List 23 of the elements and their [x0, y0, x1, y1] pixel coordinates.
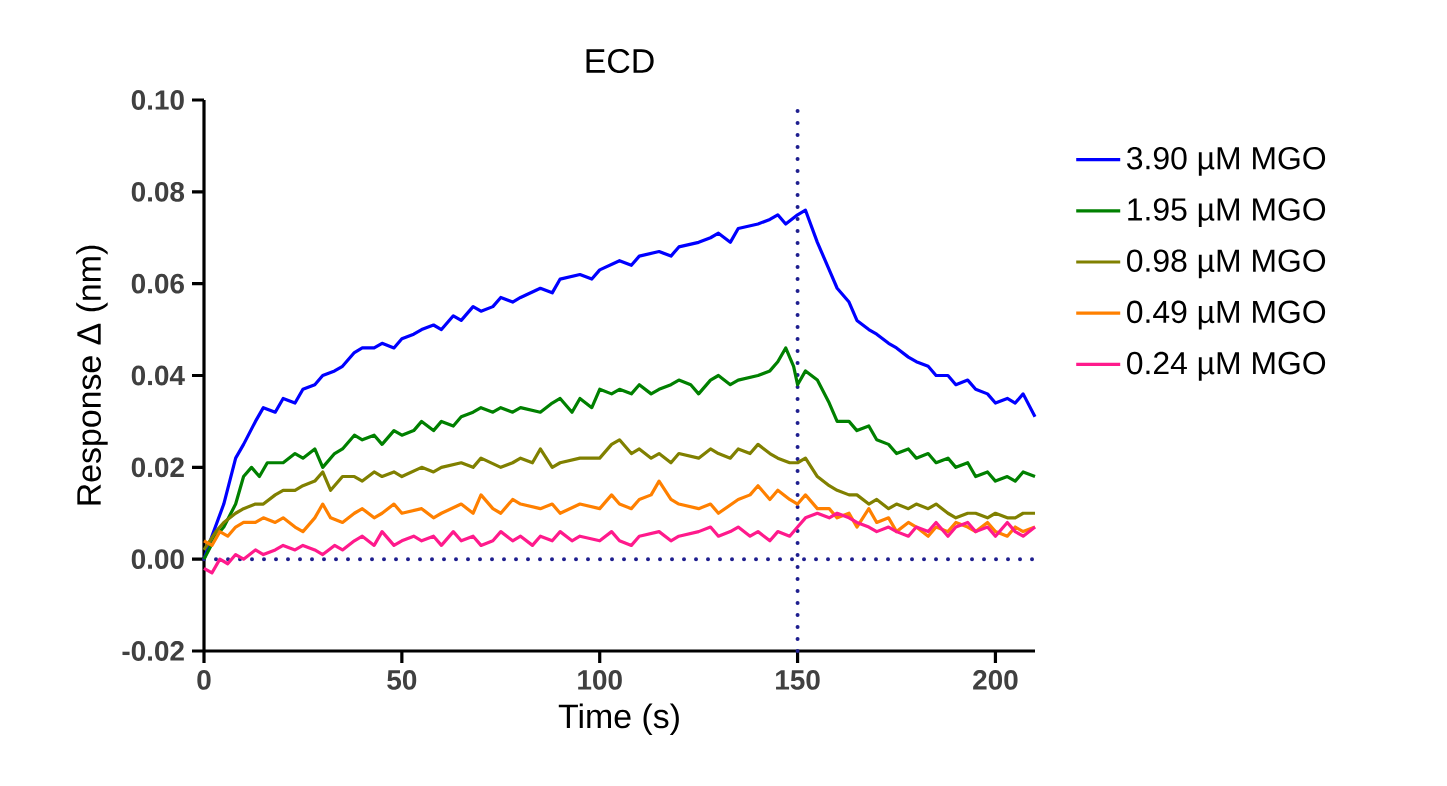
y-tick-label: 0.04	[131, 365, 185, 386]
legend-label: 0.49 µM MGO	[1127, 300, 1326, 330]
legend-label: 0.24 µM MGO	[1127, 351, 1326, 381]
x-tick-label: 150	[776, 670, 820, 690]
line-series	[202, 346, 1037, 561]
legend-label: 3.90 µM MGO	[1127, 146, 1326, 176]
x-tick-label: 50	[387, 670, 417, 690]
chart-title: ECD	[586, 49, 654, 74]
line-series	[202, 511, 1037, 575]
y-tick-label: 0.08	[131, 181, 185, 202]
y-tick-label: 0.10	[131, 90, 184, 110]
x-tick-label: 0	[197, 670, 211, 690]
y-tick-label: 0.00	[131, 549, 184, 570]
x-tick-label: 100	[578, 670, 622, 690]
line-series	[202, 438, 1037, 552]
y-tick-label: 0.06	[131, 273, 184, 294]
y-tick-label: -0.02	[122, 641, 184, 661]
legend-label: 1.95 µM MGO	[1128, 198, 1326, 228]
x-tick-label: 200	[973, 670, 1018, 690]
legend-label: 0.98 µM MGO	[1127, 249, 1326, 279]
x-axis-title: Time (s)	[558, 703, 679, 736]
y-axis-title: Response Δ (nm)	[76, 245, 108, 505]
y-tick-label: 0.02	[131, 457, 184, 478]
